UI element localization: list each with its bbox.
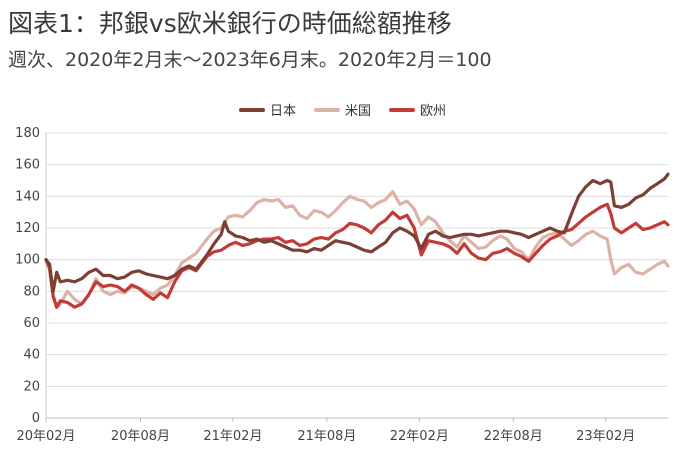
chart-grid — [46, 132, 668, 419]
legend-swatch-us — [313, 107, 340, 112]
y-tick-label: 40 — [23, 348, 40, 363]
chart-legend: 日本 米国 欧州 — [0, 100, 685, 119]
y-tick-label: 120 — [15, 221, 40, 236]
y-tick-label: 0 — [32, 411, 40, 426]
legend-swatch-europe — [389, 107, 415, 112]
x-tick-label: 22年08月 — [484, 429, 543, 444]
legend-label-japan: 日本 — [269, 104, 296, 119]
y-tick-label: 160 — [15, 158, 40, 173]
y-tick-label: 80 — [23, 284, 40, 299]
x-tick-label: 21年08月 — [297, 429, 356, 444]
chart-subtitle: 週次、2020年2月末～2023年6月末。2020年2月＝100 — [8, 49, 492, 71]
x-tick-label: 20年08月 — [111, 429, 170, 444]
legend-item-us: 米国 — [313, 100, 371, 119]
series-line-japan — [44, 172, 670, 293]
x-tick-label: 20年02月 — [16, 429, 75, 444]
x-tick-label: 23年02月 — [576, 429, 635, 444]
y-axis: 0 20 40 60 80 100 120 140 160 180 — [15, 126, 47, 426]
y-tick-label: 20 — [23, 379, 40, 394]
legend-label-europe: 欧州 — [420, 104, 447, 119]
y-tick-label: 140 — [15, 189, 40, 204]
legend-item-japan: 日本 — [238, 100, 296, 119]
x-axis: 20年02月 20年08月 21年02月 21年08月 22年02月 22年08月 23年0… — [16, 417, 668, 444]
y-tick-label: 60 — [23, 316, 40, 331]
chart-series — [44, 172, 670, 309]
x-tick-label: 22年02月 — [390, 429, 449, 444]
series-line-europe — [44, 202, 670, 309]
legend-label-us: 米国 — [344, 104, 371, 119]
x-tick-label: 21年02月 — [203, 429, 262, 444]
y-tick-label: 180 — [15, 126, 40, 141]
y-tick-label: 100 — [15, 253, 40, 268]
legend-swatch-japan — [238, 107, 265, 112]
legend-item-europe: 欧州 — [389, 100, 446, 119]
chart-title: 図表1：邦銀vs欧米銀行の時価総額推移 — [8, 9, 452, 38]
